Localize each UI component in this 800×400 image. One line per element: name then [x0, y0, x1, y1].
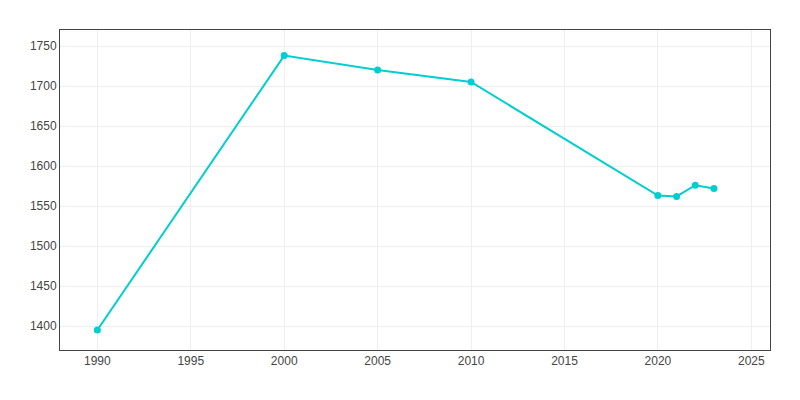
- svg-text:1500: 1500: [30, 239, 57, 253]
- svg-text:1400: 1400: [30, 319, 57, 333]
- svg-text:2010: 2010: [458, 354, 485, 368]
- svg-text:2025: 2025: [738, 354, 765, 368]
- svg-text:1750: 1750: [30, 39, 57, 53]
- svg-text:1700: 1700: [30, 79, 57, 93]
- svg-text:1600: 1600: [30, 159, 57, 173]
- svg-text:1990: 1990: [84, 354, 111, 368]
- svg-text:1995: 1995: [177, 354, 204, 368]
- svg-text:2000: 2000: [271, 354, 298, 368]
- svg-text:1450: 1450: [30, 279, 57, 293]
- svg-text:1650: 1650: [30, 119, 57, 133]
- svg-text:1550: 1550: [30, 199, 57, 213]
- svg-text:2005: 2005: [364, 354, 391, 368]
- svg-text:2015: 2015: [551, 354, 578, 368]
- svg-text:2020: 2020: [645, 354, 672, 368]
